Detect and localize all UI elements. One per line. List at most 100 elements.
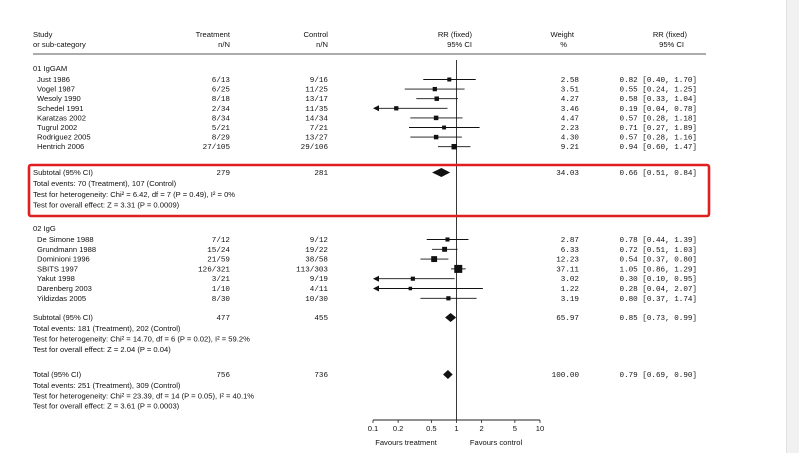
x-tick-label: 0.2 — [393, 424, 404, 433]
subtotal-weight: 65.97 — [556, 315, 579, 323]
study-name: Vogel 1987 — [37, 85, 75, 94]
subtotal-diamond — [445, 313, 457, 322]
study-treatment: 126/321 — [198, 266, 230, 274]
group-note: Total events: 70 (Treatment), 107 (Contr… — [33, 179, 177, 188]
study-control: 9/12 — [310, 237, 329, 245]
study-control: 9/19 — [310, 276, 329, 284]
scrollbar[interactable] — [786, 0, 799, 453]
study-control: 13/17 — [305, 96, 328, 104]
header-rr-sub: 95% CI — [447, 40, 472, 49]
subtotal-rr-ci: 0.66 [0.51, 0.84] — [620, 170, 697, 178]
study-treatment: 27/105 — [203, 144, 231, 152]
study-name: SBITS 1997 — [37, 264, 78, 273]
study-rr-ci: 0.57 [0.28, 1.16] — [620, 135, 697, 143]
group-label: 01 IgGAM — [33, 64, 67, 73]
x-tick-label: 0.1 — [368, 424, 379, 433]
study-treatment: 15/24 — [207, 247, 230, 255]
subtotal-rr-ci: 0.79 [0.69, 0.90] — [620, 372, 697, 380]
study-weight: 1.22 — [561, 286, 580, 294]
subtotal-treatment: 756 — [216, 372, 230, 380]
header-weight-sub: % — [560, 40, 567, 49]
study-weight: 2.23 — [561, 125, 580, 133]
study-rr-ci: 0.78 [0.44, 1.39] — [620, 237, 697, 245]
header-study: Study — [33, 30, 53, 39]
group-note: Test for heterogeneity: Chi² = 6.42, df … — [33, 190, 235, 199]
point-estimate — [433, 134, 439, 140]
x-tick-label: 10 — [536, 424, 544, 433]
study-control: 38/58 — [305, 257, 328, 265]
point-estimate — [442, 246, 448, 252]
group-note: Test for overall effect: Z = 2.04 (P = 0… — [33, 345, 171, 354]
study-name: Schedel 1991 — [37, 104, 83, 113]
study-weight: 6.33 — [561, 247, 580, 255]
favours-control-label: Favours control — [470, 438, 523, 447]
header-rr-ci: RR (fixed) — [653, 30, 688, 39]
study-control: 11/25 — [305, 87, 328, 95]
study-weight: 2.58 — [561, 77, 580, 85]
study-rr-ci: 1.05 [0.86, 1.29] — [620, 266, 697, 274]
study-name: Wesoly 1990 — [37, 94, 81, 103]
study-weight: 4.47 — [561, 115, 579, 123]
study-name: Yildizdas 2005 — [37, 294, 86, 303]
study-control: 4/11 — [310, 286, 329, 294]
study-name: Hentrich 2006 — [37, 142, 84, 151]
total-diamond — [443, 370, 453, 379]
group-note: Test for heterogeneity: Chi² = 14.70, df… — [33, 335, 250, 344]
study-treatment: 8/30 — [212, 296, 231, 304]
header-control: Control — [304, 30, 329, 39]
study-treatment: 8/29 — [212, 135, 231, 143]
study-weight: 2.87 — [561, 237, 579, 245]
header-treatment-sub: n/N — [218, 40, 230, 49]
x-tick-label: 2 — [480, 424, 484, 433]
study-weight: 12.23 — [556, 257, 579, 265]
study-weight: 3.46 — [561, 106, 580, 114]
study-rr-ci: 0.82 [0.40, 1.70] — [620, 77, 697, 85]
point-estimate — [432, 86, 437, 92]
point-estimate — [447, 77, 452, 82]
point-estimate — [434, 96, 439, 101]
subtotal-treatment: 279 — [216, 170, 230, 178]
study-rr-ci: 0.58 [0.33, 1.04] — [620, 96, 697, 104]
point-estimate — [408, 286, 413, 291]
point-estimate — [446, 296, 451, 301]
point-estimate — [451, 143, 457, 150]
favours-treatment-label: Favours treatment — [375, 438, 438, 447]
point-estimate — [410, 276, 415, 281]
point-estimate — [431, 256, 438, 263]
highlight-box — [27, 163, 711, 218]
study-name: Grundmann 1988 — [37, 245, 96, 254]
study-rr-ci: 0.30 [0.10, 0.95] — [620, 276, 697, 284]
point-estimate — [454, 264, 463, 273]
ci-arrow — [373, 275, 379, 282]
study-treatment: 3/21 — [212, 276, 231, 284]
study-rr-ci: 0.19 [0.04, 0.78] — [620, 106, 697, 114]
study-name: De Simone 1988 — [37, 235, 94, 244]
study-control: 10/30 — [305, 296, 328, 304]
study-rr-ci: 0.72 [0.51, 1.03] — [620, 247, 697, 255]
total-note: Test for heterogeneity: Chi² = 23.39, df… — [33, 391, 254, 400]
subtotal-label: Subtotal (95% CI) — [33, 313, 93, 322]
study-name: Dominioni 1996 — [37, 255, 90, 264]
study-rr-ci: 0.71 [0.27, 1.89] — [620, 125, 697, 133]
x-tick-label: 1 — [454, 424, 458, 433]
subtotal-control: 736 — [314, 372, 328, 380]
study-weight: 3.51 — [561, 87, 580, 95]
subtotal-control: 281 — [314, 170, 328, 178]
point-estimate — [433, 115, 439, 121]
study-treatment: 5/21 — [212, 125, 231, 133]
subtotal-label: Total (95% CI) — [33, 370, 82, 379]
header-control-sub: n/N — [316, 40, 328, 49]
x-tick-label: 5 — [513, 424, 517, 433]
group-note: Total events: 181 (Treatment), 202 (Cont… — [33, 324, 181, 333]
study-weight: 3.02 — [561, 276, 580, 284]
subtotal-rr-ci: 0.85 [0.73, 0.99] — [620, 315, 697, 323]
study-control: 7/21 — [310, 125, 329, 133]
study-weight: 9.21 — [561, 144, 580, 152]
study-rr-ci: 0.94 [0.60, 1.47] — [620, 144, 697, 152]
study-weight: 37.11 — [556, 266, 579, 274]
study-treatment: 6/25 — [212, 87, 231, 95]
subtotal-weight: 100.00 — [552, 372, 580, 380]
study-treatment: 8/18 — [212, 96, 231, 104]
point-estimate — [394, 106, 399, 111]
subtotal-control: 455 — [314, 315, 328, 323]
